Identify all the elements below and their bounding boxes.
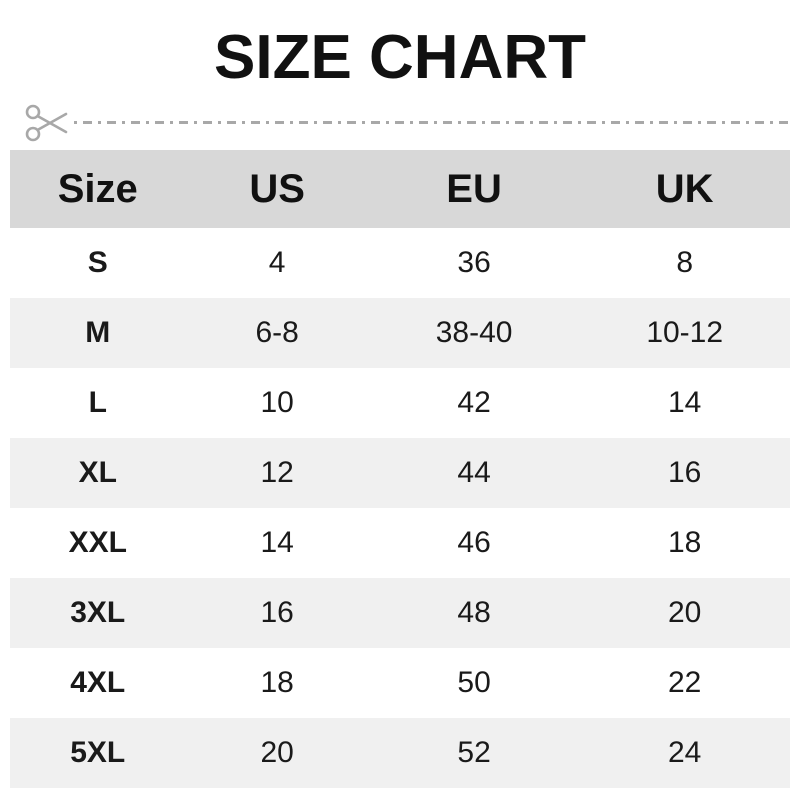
dash-dot-line bbox=[74, 121, 788, 124]
table-row: XL 12 44 16 bbox=[10, 438, 790, 508]
cell-uk: 20 bbox=[668, 596, 702, 629]
table-row: S 4 36 8 bbox=[10, 228, 790, 298]
cell-uk: 16 bbox=[668, 456, 702, 489]
cell-eu: 48 bbox=[457, 596, 491, 629]
table-row: XXL 14 46 18 bbox=[10, 508, 790, 578]
table-row: 3XL 16 48 20 bbox=[10, 578, 790, 648]
cell-size: 3XL bbox=[70, 596, 126, 629]
cell-eu: 44 bbox=[457, 456, 491, 489]
cell-size: M bbox=[85, 316, 111, 349]
cell-us: 4 bbox=[268, 246, 286, 279]
size-table: Size US EU UK S 4 36 8 M 6-8 38-40 10-12… bbox=[10, 150, 790, 788]
cell-eu: 50 bbox=[457, 666, 491, 699]
cell-us: 6-8 bbox=[255, 316, 299, 349]
cell-eu: 52 bbox=[457, 736, 491, 769]
cell-us: 18 bbox=[260, 666, 294, 699]
cell-us: 12 bbox=[260, 456, 294, 489]
cell-uk: 22 bbox=[668, 666, 702, 699]
column-header-size: Size bbox=[57, 166, 138, 211]
cell-uk: 8 bbox=[676, 246, 694, 279]
cell-eu: 38-40 bbox=[435, 316, 513, 349]
cell-uk: 14 bbox=[668, 386, 702, 419]
table-row: M 6-8 38-40 10-12 bbox=[10, 298, 790, 368]
cell-eu: 36 bbox=[457, 246, 491, 279]
table-row: L 10 42 14 bbox=[10, 368, 790, 438]
table-row: 5XL 20 52 24 bbox=[10, 718, 790, 788]
page-title: SIZE CHART bbox=[214, 23, 586, 92]
cell-uk: 24 bbox=[668, 736, 702, 769]
cell-eu: 42 bbox=[457, 386, 491, 419]
table-row: 4XL 18 50 22 bbox=[10, 648, 790, 718]
cell-us: 16 bbox=[260, 596, 294, 629]
cell-size: 4XL bbox=[70, 666, 126, 699]
cell-eu: 46 bbox=[457, 526, 491, 559]
cell-us: 20 bbox=[260, 736, 294, 769]
cell-size: S bbox=[87, 246, 108, 279]
cut-line bbox=[24, 95, 788, 150]
cell-uk: 10-12 bbox=[646, 316, 724, 349]
column-header-uk: UK bbox=[655, 166, 714, 211]
cell-size: XL bbox=[78, 456, 117, 489]
cell-us: 14 bbox=[260, 526, 294, 559]
scissors-icon bbox=[25, 104, 68, 141]
cell-us: 10 bbox=[260, 386, 294, 419]
column-header-us: US bbox=[249, 166, 305, 211]
table-header-row: Size US EU UK bbox=[10, 150, 790, 228]
cell-size: L bbox=[88, 386, 107, 419]
cell-size: 5XL bbox=[70, 736, 126, 769]
column-header-eu: EU bbox=[446, 166, 502, 211]
cell-size: XXL bbox=[68, 526, 127, 559]
cell-uk: 18 bbox=[668, 526, 702, 559]
